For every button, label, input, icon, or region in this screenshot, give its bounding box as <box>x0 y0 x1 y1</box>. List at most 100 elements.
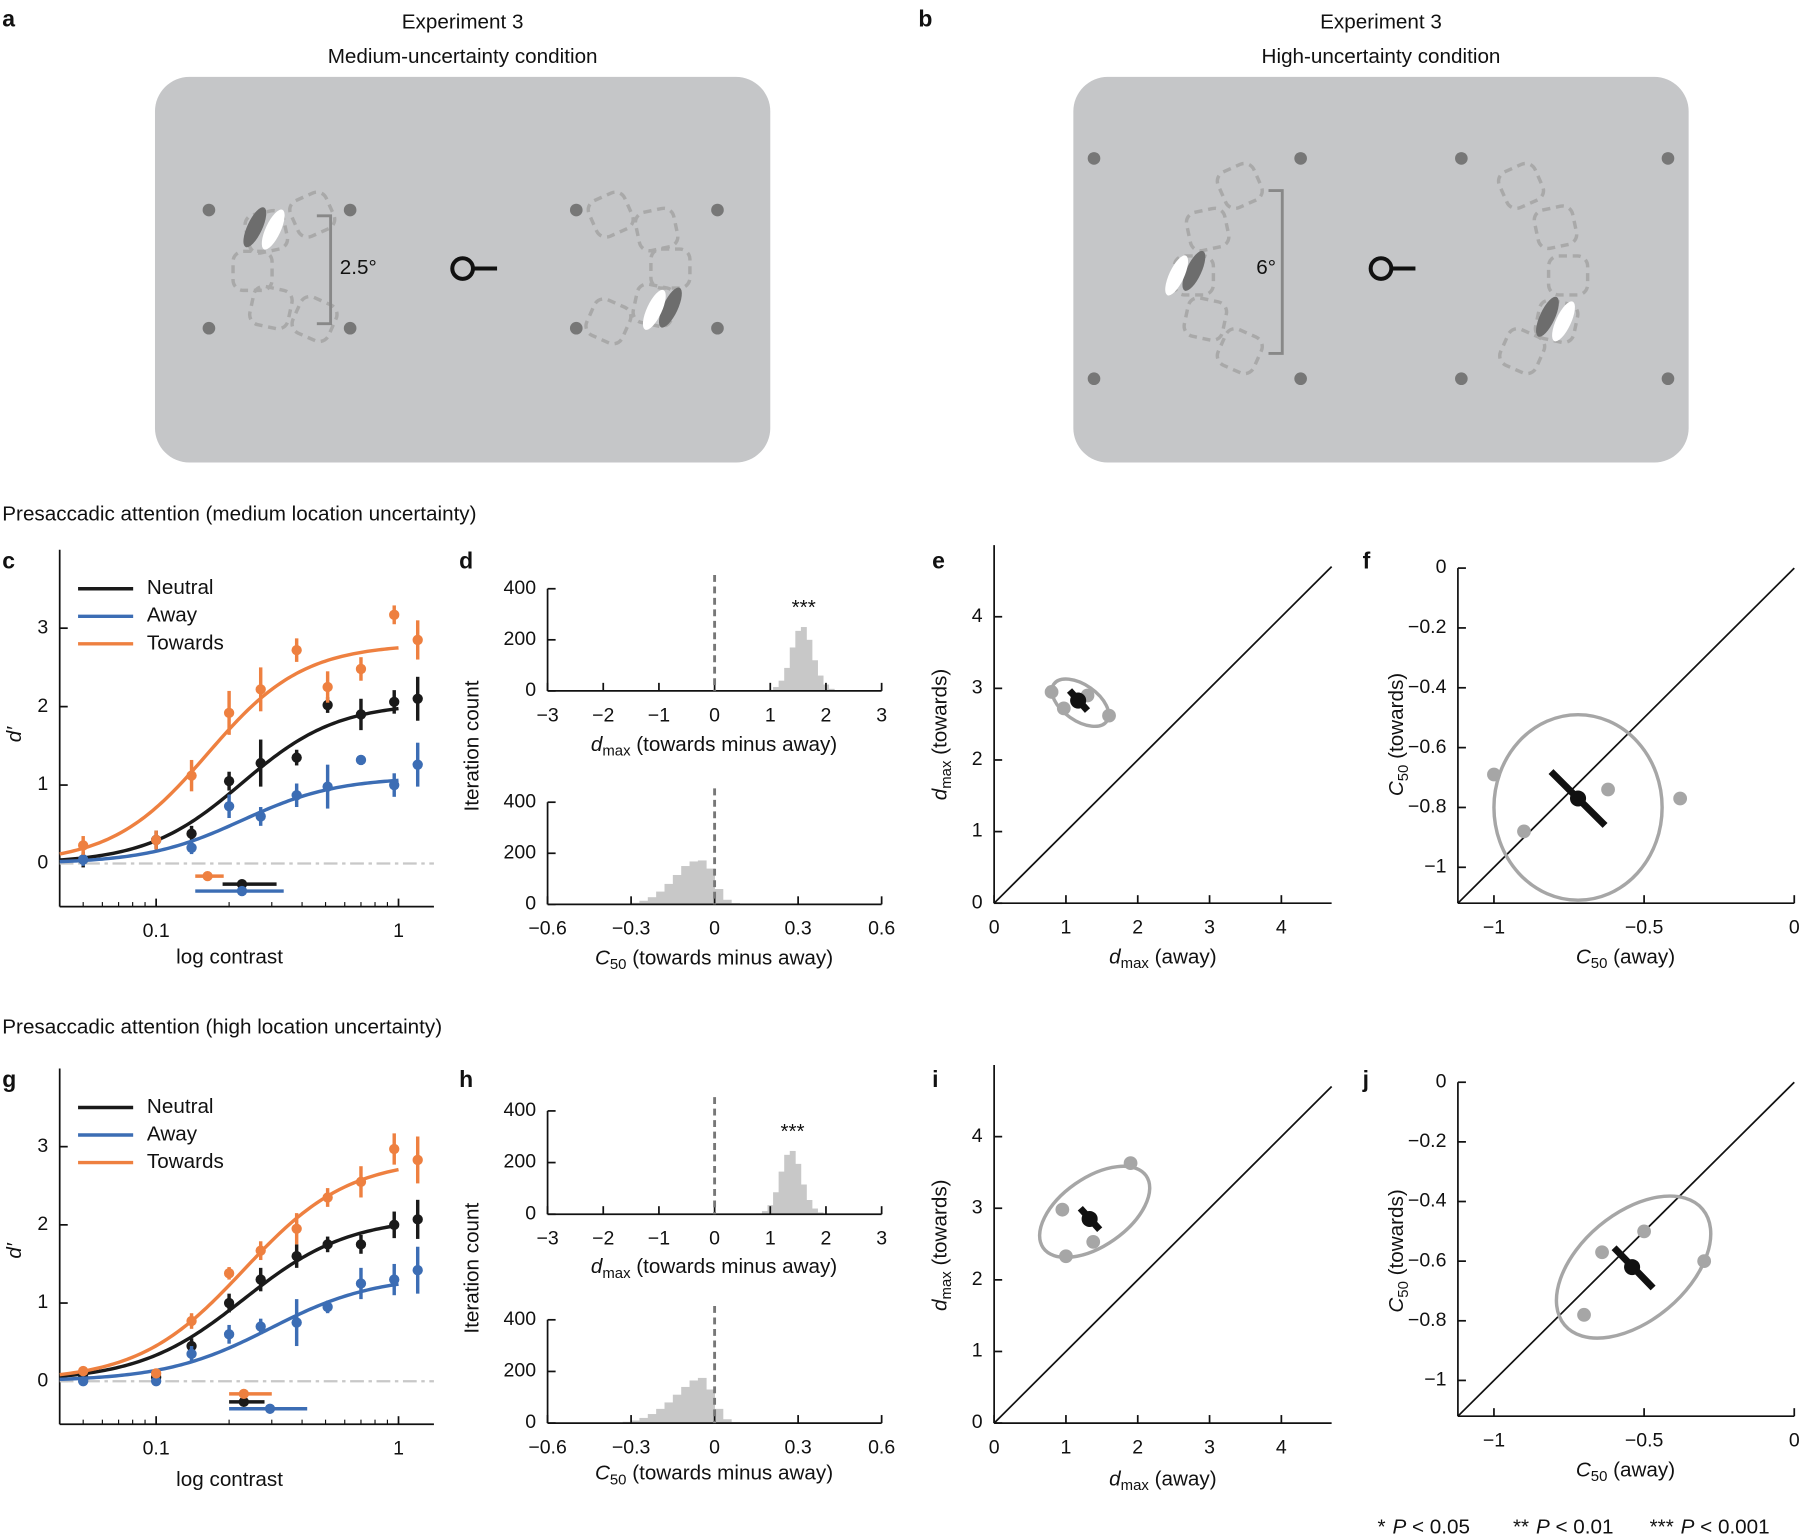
placeholder-location <box>1546 254 1590 297</box>
placeholder-dot <box>1087 372 1101 386</box>
axis-label: C50 (towards) <box>1386 1189 1412 1312</box>
y-tick-label: −0.2 <box>1408 616 1447 638</box>
histogram-bar <box>817 675 824 691</box>
histogram-bar <box>778 680 785 691</box>
label-text: (away) <box>1613 1459 1675 1482</box>
y-tick-label: 1 <box>972 1340 983 1362</box>
legend-label: Neutral <box>147 1095 214 1118</box>
panel-letter: i <box>932 1066 938 1092</box>
y-tick-label: 1 <box>37 773 48 795</box>
label-subscript: 50 <box>610 956 627 973</box>
axis-label: log contrast <box>176 1468 283 1491</box>
x-tick-label: −3 <box>536 704 558 726</box>
placeholder-location <box>290 294 339 344</box>
placeholder-location <box>1215 161 1264 211</box>
y-tick-label: 200 <box>504 628 537 650</box>
data-point <box>150 1368 162 1379</box>
x-tick-label: 3 <box>876 704 887 726</box>
data-point <box>186 1348 197 1360</box>
observer-point <box>1517 824 1531 839</box>
group-mean <box>1624 1259 1641 1276</box>
placeholder-location <box>1496 161 1546 211</box>
label-text: (towards) <box>1386 1189 1409 1275</box>
x-tick-label: 0.1 <box>143 920 170 942</box>
histogram-bar <box>697 1377 707 1424</box>
placeholder-location <box>1498 327 1547 376</box>
y-tick-label: 400 <box>504 1099 537 1121</box>
data-point <box>322 1301 333 1313</box>
significance-note: * P < 0.05 <box>1378 1516 1470 1539</box>
label-subscript: max <box>1121 955 1150 972</box>
placeholder-dot <box>1455 372 1468 386</box>
y-tick-label: 400 <box>504 790 537 812</box>
grating <box>658 287 682 328</box>
placeholder-dot <box>343 321 357 335</box>
observer-point <box>1086 1235 1101 1249</box>
label-subscript: max <box>1121 1477 1150 1494</box>
group-mean <box>1081 1210 1098 1228</box>
data-point <box>412 1214 423 1225</box>
data-point <box>223 1329 235 1340</box>
data-point <box>412 634 423 646</box>
legend-label: Away <box>147 1122 198 1145</box>
y-tick-label: 0 <box>37 1369 48 1391</box>
x-tick-label: 0.1 <box>143 1438 170 1460</box>
x-tick-label: −0.3 <box>612 1436 651 1458</box>
screen <box>1073 76 1689 463</box>
scale-bracket <box>316 214 333 326</box>
fit-curve <box>59 1282 399 1382</box>
panel-letter: a <box>2 6 15 32</box>
placeholder-location <box>586 190 635 239</box>
axis-label: d′ <box>4 726 27 742</box>
y-tick-label: 3 <box>972 677 983 699</box>
placeholder-dot <box>1455 152 1468 165</box>
data-point <box>78 1365 89 1377</box>
histogram-bar <box>773 687 779 691</box>
y-tick-label: −0.2 <box>1408 1130 1447 1152</box>
histogram-bar <box>647 897 657 905</box>
histogram-bar <box>656 1408 665 1424</box>
fit-curve <box>59 778 399 864</box>
placeholder-location <box>649 247 692 290</box>
data-point <box>186 842 197 853</box>
x-tick-label: 0 <box>709 1436 720 1458</box>
label-text: (towards minus away) <box>632 947 833 970</box>
data-point <box>186 770 197 781</box>
p-symbol: P <box>1681 1516 1695 1539</box>
identity-line <box>993 1085 1333 1424</box>
y-tick-label: −1 <box>1424 1369 1446 1391</box>
placeholder-location <box>633 206 680 253</box>
grating <box>1165 255 1189 296</box>
label-variable: d <box>591 733 604 756</box>
data-point <box>389 609 400 620</box>
x-tick-label: −0.5 <box>1625 1430 1664 1452</box>
y-tick-label: 0 <box>525 893 536 915</box>
histogram-bar <box>800 627 807 691</box>
x-tick-label: 1 <box>393 1438 404 1460</box>
y-tick-label: −0.8 <box>1408 1309 1447 1331</box>
data-point <box>355 663 367 675</box>
histogram-bar <box>681 866 690 905</box>
data-point <box>291 1317 302 1328</box>
label-variable: d <box>591 1256 604 1279</box>
data-point <box>223 707 235 719</box>
data-point <box>291 790 302 801</box>
section-title: Presaccadic attention (medium location u… <box>2 503 476 526</box>
grating <box>243 207 267 248</box>
data-point <box>355 1239 367 1250</box>
histogram-bar <box>789 647 796 691</box>
x-tick-label: 1 <box>765 1228 776 1250</box>
observer-point <box>1595 1245 1609 1260</box>
x-tick-label: −1 <box>1483 1430 1505 1452</box>
c50-estimate <box>264 1403 276 1414</box>
label-variable: d <box>1109 946 1122 969</box>
data-point <box>291 1250 302 1262</box>
x-tick-label: 3 <box>876 1228 887 1250</box>
stars: ** <box>1513 1516 1529 1539</box>
x-tick-label: 0 <box>989 1436 1000 1458</box>
axis-label: C50 (towards) <box>1386 673 1412 796</box>
legend-label: Neutral <box>147 576 214 599</box>
histogram-bar <box>647 1414 657 1424</box>
